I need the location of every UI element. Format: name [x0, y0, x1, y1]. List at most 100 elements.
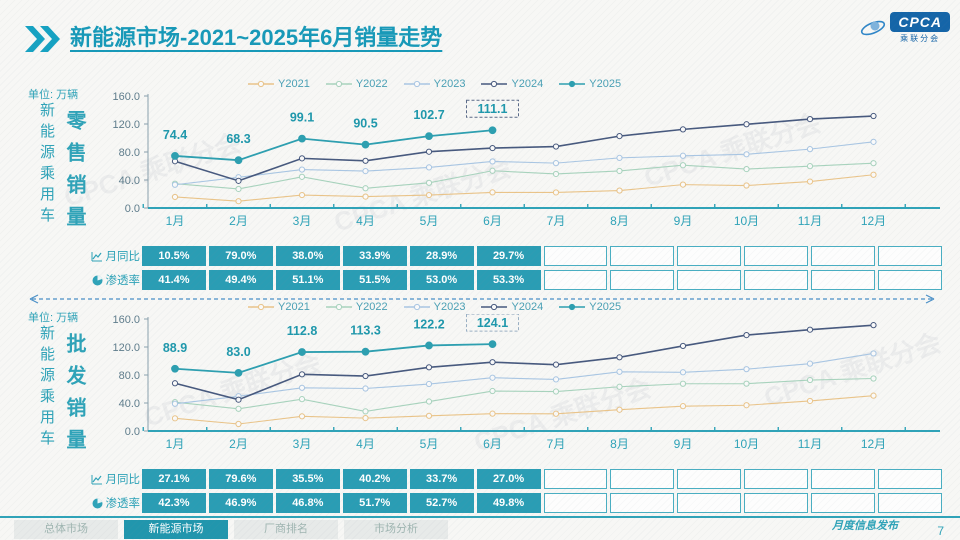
table-cell [610, 493, 675, 513]
wholesale-section: 单位: 万辆 新能源乘用车 批发销量 Y2021 Y2022 Y2023 Y20… [0, 301, 960, 517]
legend-item: Y2023 [403, 301, 465, 313]
table-cell: 40.2% [342, 469, 407, 489]
retail-section: 单位: 万辆 新能源乘用车 零售销量 Y2021 Y2022 Y2023 Y20… [0, 78, 960, 294]
svg-text:99.1: 99.1 [290, 111, 314, 125]
table-cell [610, 270, 675, 290]
unit-label: 单位: 万辆 [28, 89, 79, 101]
svg-text:68.3: 68.3 [226, 132, 250, 146]
svg-text:111.1: 111.1 [478, 102, 508, 116]
cpca-swoosh-icon [861, 20, 886, 36]
svg-text:122.2: 122.2 [413, 317, 444, 331]
page-number: 7 [937, 524, 944, 538]
table-cell: 27.0% [476, 469, 541, 489]
table-cell [677, 493, 742, 513]
table-cell [744, 246, 809, 266]
table-cell: 79.6% [208, 469, 273, 489]
legend-label: Y2024 [511, 301, 544, 313]
footer-tab[interactable]: 厂商排名 [234, 520, 338, 539]
section-divider [20, 292, 944, 304]
svg-text:6月: 6月 [483, 437, 502, 451]
legend-item: Y2024 [481, 301, 543, 313]
title-market-segment: 新能源市场 [70, 25, 181, 50]
footer-divider-line [0, 516, 960, 518]
svg-text:112.8: 112.8 [287, 324, 318, 338]
table-cell: 33.7% [409, 469, 474, 489]
legend-swatch-icon [325, 80, 352, 88]
table-cell [677, 469, 742, 489]
legend-item: Y2021 [248, 301, 310, 313]
svg-text:80.0: 80.0 [119, 370, 140, 382]
table-cell [811, 493, 876, 513]
legend-label: Y2025 [589, 78, 622, 90]
svg-text:8月: 8月 [610, 437, 629, 451]
svg-text:11月: 11月 [798, 437, 822, 451]
table-row-labels: 月同比 渗透率 [74, 469, 140, 517]
legend-label: Y2024 [511, 78, 544, 90]
svg-text:40.0: 40.0 [119, 175, 140, 187]
table-cell [610, 469, 675, 489]
retail-line-chart: 0.0 40.0 80.0 120.0 160.0 1月 2月 3月 4月 5月 6月 7月 8月 9月 1… [95, 91, 945, 238]
legend-item: Y2024 [481, 78, 543, 90]
table-cell: 53.3% [476, 270, 541, 290]
svg-text:160.0: 160.0 [112, 91, 140, 103]
table-cell [878, 270, 942, 290]
svg-text:8月: 8月 [610, 214, 629, 228]
svg-text:12月: 12月 [861, 214, 886, 228]
table-cell: 51.5% [342, 270, 407, 290]
svg-text:160.0: 160.0 [112, 314, 140, 326]
table-cell: 10.5% [142, 246, 206, 266]
svg-text:80.0: 80.0 [119, 147, 140, 159]
legend-label: Y2021 [278, 301, 310, 313]
svg-text:74.4: 74.4 [163, 128, 187, 142]
table-cell: 51.1% [275, 270, 340, 290]
svg-text:2月: 2月 [229, 437, 248, 451]
svg-text:12月: 12月 [861, 437, 886, 451]
title-period: -2021~2025年6月销量走势 [180, 25, 443, 50]
footer-tab[interactable]: 市场分析 [344, 520, 448, 539]
table-cell: 27.1% [142, 469, 206, 489]
svg-text:0.0: 0.0 [125, 426, 140, 438]
table-cell: 33.9% [342, 246, 407, 266]
table-cell: 29.7% [476, 246, 541, 266]
row-label-yoy-text: 月同比 [105, 474, 141, 486]
table-cell [677, 246, 742, 266]
table-cell: 51.7% [342, 493, 407, 513]
svg-text:4月: 4月 [356, 214, 375, 228]
table-cell [543, 469, 608, 489]
table-cell [543, 246, 608, 266]
footer-tab[interactable]: 新能源市场 [124, 520, 228, 539]
svg-text:113.3: 113.3 [350, 324, 381, 338]
svg-text:3月: 3月 [293, 437, 312, 451]
table-cell [677, 270, 742, 290]
svg-text:102.7: 102.7 [413, 108, 444, 122]
footer-tab[interactable]: 总体市场 [14, 520, 118, 539]
svg-text:0.0: 0.0 [125, 203, 140, 215]
legend-swatch-icon [559, 303, 586, 311]
line-chart-icon [91, 474, 102, 484]
pie-chart-icon [92, 275, 102, 285]
side-title: 新能源乘用车 [38, 102, 55, 228]
side-subtitle-wholesale: 批发销量 [63, 333, 85, 461]
wholesale-data-table: 27.1% 79.6% 35.5% 40.2% 33.7% 27.0% 42.3% 46.9%… [142, 469, 942, 513]
legend-swatch-icon [325, 303, 352, 311]
svg-text:3月: 3月 [293, 214, 312, 228]
double-chevron-icon [25, 26, 60, 52]
table-cell [811, 270, 876, 290]
legend-item: Y2025 [559, 301, 621, 313]
table-cell: 38.0% [275, 246, 340, 266]
table-cell [878, 469, 942, 489]
table-cell: 49.4% [208, 270, 273, 290]
legend-item: Y2023 [403, 78, 465, 90]
wholesale-line-chart: 0.0 40.0 80.0 120.0 160.0 1月 2月 3月 4月 5月 6月 7月 8月 9月 1… [95, 313, 945, 461]
row-label-penetration-text: 渗透率 [105, 275, 141, 287]
table-cell: 41.4% [142, 270, 206, 290]
legend-swatch-icon [481, 303, 508, 311]
legend-swatch-icon [248, 80, 274, 88]
legend-swatch-icon [403, 80, 430, 88]
table-cell: 46.8% [275, 493, 340, 513]
footer-tab-bar: 总体市场 新能源市场 厂商排名 市场分析 [14, 520, 448, 539]
legend-swatch-icon [559, 80, 586, 88]
retail-data-table: 10.5% 79.0% 38.0% 33.9% 28.9% 29.7% 41.4% 49.4%… [142, 246, 942, 290]
table-row-labels: 月同比 渗透率 [74, 246, 140, 294]
